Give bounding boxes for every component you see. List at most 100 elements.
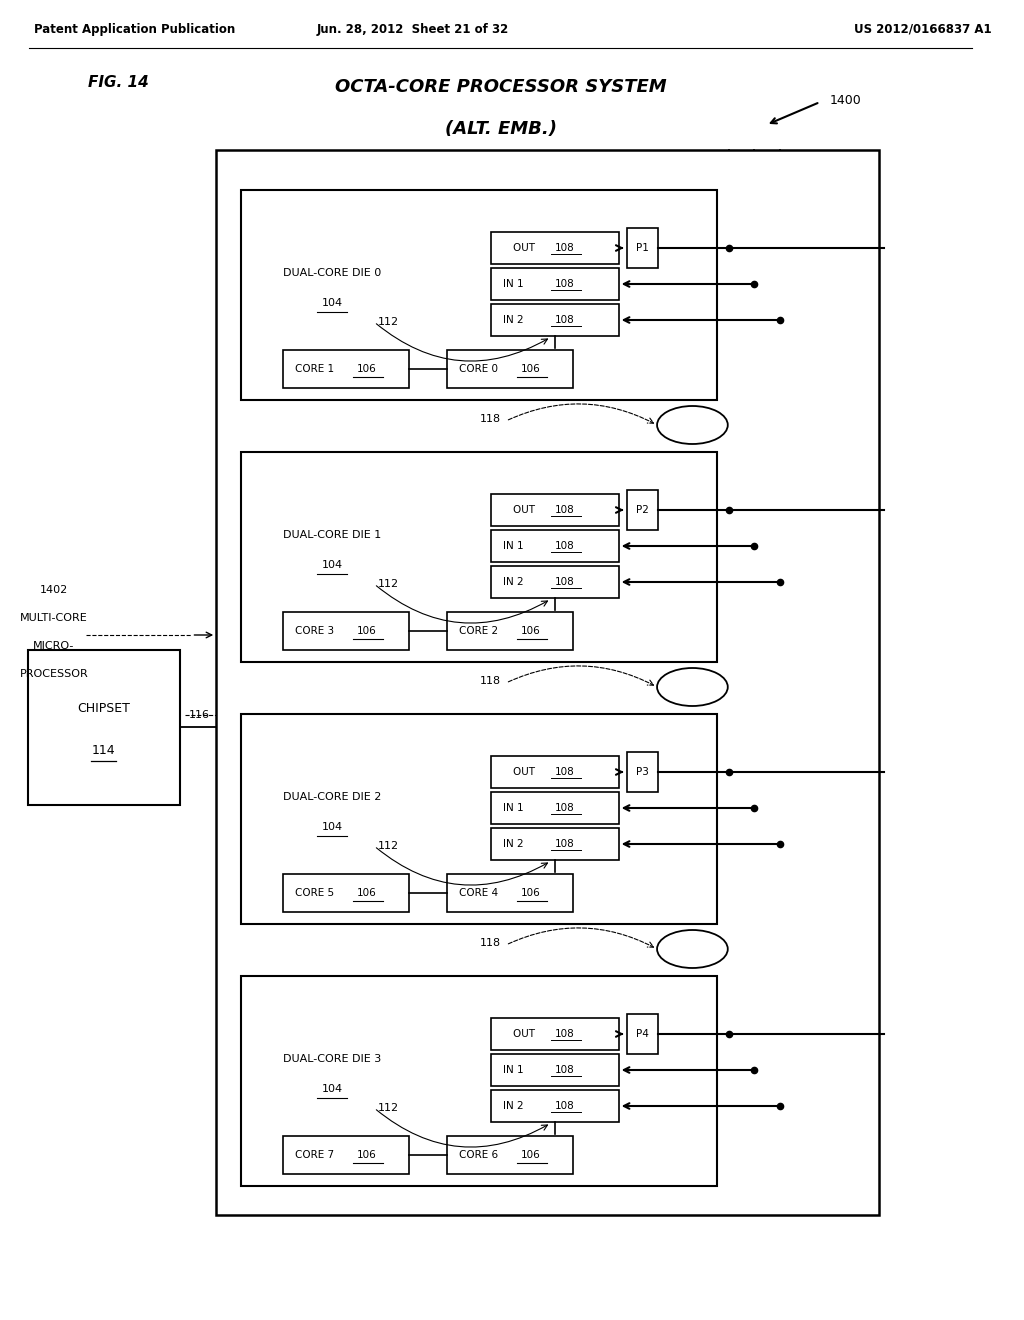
Text: 108: 108: [555, 243, 574, 253]
Text: 108: 108: [555, 577, 574, 587]
Text: 108: 108: [555, 1030, 574, 1039]
Text: Patent Application Publication: Patent Application Publication: [35, 22, 236, 36]
Text: IN 1: IN 1: [503, 803, 530, 813]
Bar: [492, 1090, 618, 1122]
Text: OUT: OUT: [513, 1030, 542, 1039]
Bar: [627, 752, 658, 792]
Text: IN 2: IN 2: [503, 1101, 530, 1111]
Text: 106: 106: [520, 1150, 541, 1160]
Bar: [28, 649, 180, 805]
Text: CORE 0: CORE 0: [459, 364, 498, 374]
Bar: [283, 874, 409, 912]
Text: CHIPSET: CHIPSET: [77, 702, 130, 715]
Text: IN 2: IN 2: [503, 840, 530, 849]
Text: 108: 108: [555, 1101, 574, 1111]
Bar: [492, 792, 618, 824]
Text: 106: 106: [520, 888, 541, 898]
Text: OUT: OUT: [513, 767, 542, 777]
Bar: [492, 566, 618, 598]
Text: DUAL-CORE DIE 1: DUAL-CORE DIE 1: [283, 531, 381, 540]
Bar: [627, 228, 658, 268]
Text: 108: 108: [555, 506, 574, 515]
Text: 118: 118: [480, 939, 501, 948]
Text: OUT: OUT: [513, 506, 542, 515]
Text: OCTA-CORE PROCESSOR SYSTEM: OCTA-CORE PROCESSOR SYSTEM: [335, 78, 667, 96]
Bar: [216, 150, 879, 1214]
Bar: [446, 612, 572, 649]
Text: P2: P2: [636, 506, 649, 515]
Text: 106: 106: [356, 1150, 376, 1160]
Bar: [241, 975, 717, 1185]
Text: CORE 7: CORE 7: [295, 1150, 334, 1160]
Ellipse shape: [657, 407, 728, 444]
Text: 114: 114: [92, 744, 116, 758]
Text: PROCESSOR: PROCESSOR: [19, 669, 88, 678]
Text: 118: 118: [480, 676, 501, 686]
Text: Jun. 28, 2012  Sheet 21 of 32: Jun. 28, 2012 Sheet 21 of 32: [316, 22, 509, 36]
Text: 104: 104: [322, 298, 343, 308]
Text: 104: 104: [322, 822, 343, 832]
Text: 108: 108: [555, 315, 574, 325]
Text: 112: 112: [378, 317, 399, 327]
Text: US 2012/0166837 A1: US 2012/0166837 A1: [854, 22, 992, 36]
Bar: [283, 1137, 409, 1173]
Bar: [241, 714, 717, 924]
Text: 108: 108: [555, 1065, 574, 1074]
Text: 1402: 1402: [40, 585, 69, 595]
Text: MULTI-CORE: MULTI-CORE: [20, 612, 88, 623]
Text: P1: P1: [636, 243, 649, 253]
Bar: [627, 1014, 658, 1053]
Text: 116: 116: [188, 710, 210, 721]
Bar: [241, 190, 717, 400]
Bar: [446, 874, 572, 912]
Text: CORE 3: CORE 3: [295, 626, 334, 636]
Bar: [283, 612, 409, 649]
Text: 108: 108: [555, 541, 574, 550]
Bar: [446, 350, 572, 388]
Text: CORE 5: CORE 5: [295, 888, 334, 898]
Text: 106: 106: [356, 364, 376, 374]
Bar: [492, 1018, 618, 1049]
Bar: [627, 490, 658, 531]
Bar: [492, 304, 618, 337]
Text: 104: 104: [322, 560, 343, 570]
Text: DUAL-CORE DIE 3: DUAL-CORE DIE 3: [283, 1053, 381, 1064]
Text: IN 2: IN 2: [503, 315, 530, 325]
Bar: [241, 451, 717, 663]
Text: 112: 112: [378, 579, 399, 589]
Text: CORE 1: CORE 1: [295, 364, 334, 374]
Bar: [492, 828, 618, 861]
Text: P3: P3: [636, 767, 649, 777]
Text: 106: 106: [356, 626, 376, 636]
Text: 108: 108: [555, 767, 574, 777]
Text: P4: P4: [636, 1030, 649, 1039]
Ellipse shape: [657, 668, 728, 706]
Text: 112: 112: [378, 1104, 399, 1113]
Text: 112: 112: [378, 841, 399, 851]
Text: CORE 4: CORE 4: [459, 888, 498, 898]
Text: FIG. 14: FIG. 14: [88, 75, 150, 90]
Bar: [283, 350, 409, 388]
Bar: [492, 756, 618, 788]
Text: 118: 118: [480, 414, 501, 424]
Text: 106: 106: [520, 626, 541, 636]
Text: 1400: 1400: [829, 94, 861, 107]
Bar: [446, 1137, 572, 1173]
Text: 104: 104: [322, 1084, 343, 1094]
Bar: [492, 232, 618, 264]
Text: IN 1: IN 1: [503, 541, 530, 550]
Text: DUAL-CORE DIE 0: DUAL-CORE DIE 0: [283, 268, 381, 279]
Bar: [492, 268, 618, 300]
Text: MICRO-: MICRO-: [34, 642, 75, 651]
Text: DUAL-CORE DIE 2: DUAL-CORE DIE 2: [283, 792, 381, 803]
Text: IN 1: IN 1: [503, 279, 530, 289]
Text: OUT: OUT: [513, 243, 542, 253]
Bar: [492, 1053, 618, 1086]
Text: 108: 108: [555, 840, 574, 849]
Bar: [492, 531, 618, 562]
Text: 108: 108: [555, 803, 574, 813]
Text: CORE 2: CORE 2: [459, 626, 498, 636]
Text: IN 2: IN 2: [503, 577, 530, 587]
Text: CORE 6: CORE 6: [459, 1150, 498, 1160]
Text: (ALT. EMB.): (ALT. EMB.): [444, 120, 557, 139]
